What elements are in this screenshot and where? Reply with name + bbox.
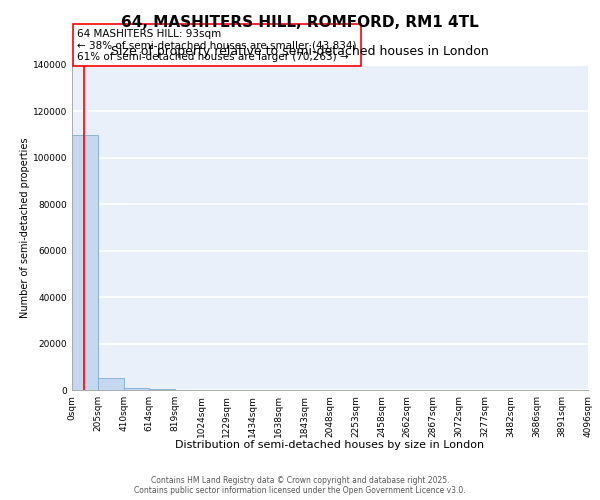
Text: Size of property relative to semi-detached houses in London: Size of property relative to semi-detach… [111,45,489,58]
Bar [72,134,98,390]
Text: Contains HM Land Registry data © Crown copyright and database right 2025.
Contai: Contains HM Land Registry data © Crown c… [134,476,466,495]
Bar [149,389,175,390]
Bar [98,378,124,390]
X-axis label: Distribution of semi-detached houses by size in London: Distribution of semi-detached houses by … [175,440,485,450]
Text: 64, MASHITERS HILL, ROMFORD, RM1 4TL: 64, MASHITERS HILL, ROMFORD, RM1 4TL [121,15,479,30]
Y-axis label: Number of semi-detached properties: Number of semi-detached properties [20,137,30,318]
Text: 64 MASHITERS HILL: 93sqm
← 38% of semi-detached houses are smaller (43,834)
61% : 64 MASHITERS HILL: 93sqm ← 38% of semi-d… [77,28,356,62]
Bar [124,388,149,390]
